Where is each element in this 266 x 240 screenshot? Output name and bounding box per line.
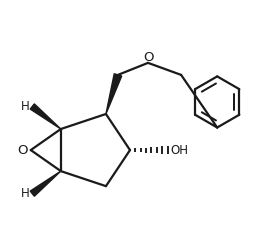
Polygon shape xyxy=(106,74,122,114)
Polygon shape xyxy=(30,171,61,196)
Polygon shape xyxy=(30,104,61,129)
Text: H: H xyxy=(21,100,30,113)
Text: H: H xyxy=(21,187,30,200)
Text: O: O xyxy=(143,51,153,64)
Text: O: O xyxy=(17,144,28,156)
Text: OH: OH xyxy=(170,144,188,156)
